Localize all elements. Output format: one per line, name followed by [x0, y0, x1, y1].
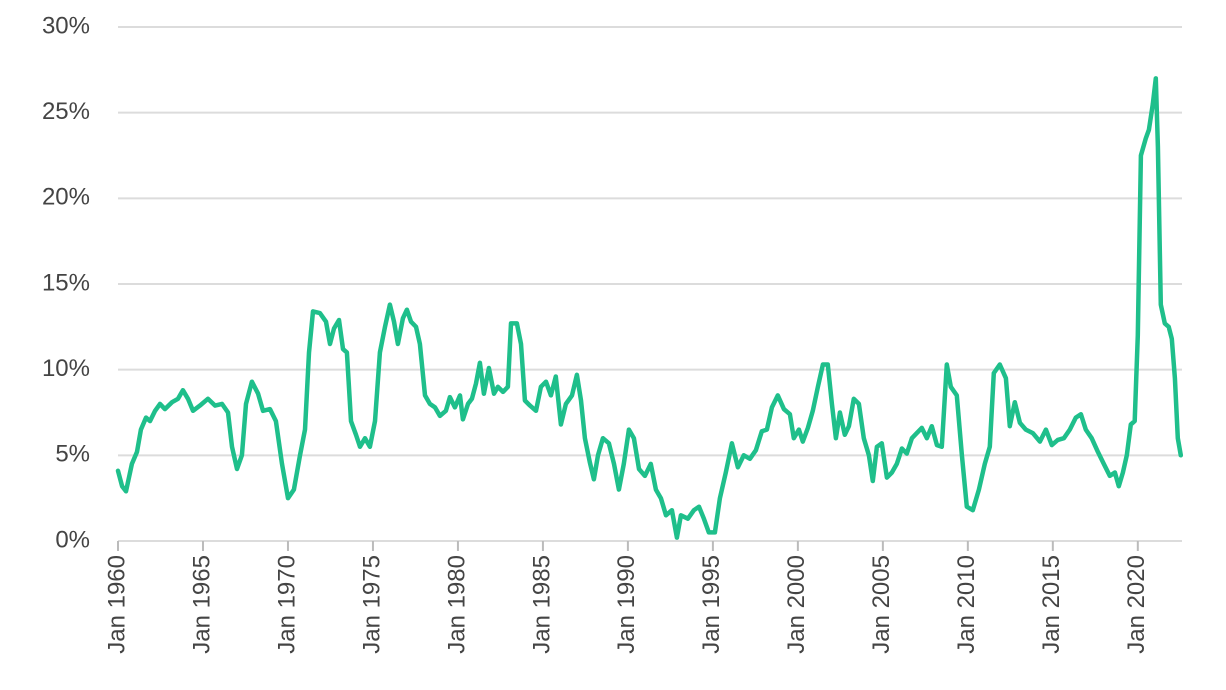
x-tick-label: Jan 1990 [613, 555, 640, 654]
x-tick-label: Jan 1965 [188, 555, 215, 654]
y-tick-label: 15% [42, 269, 90, 296]
x-tick-label: Jan 1960 [103, 555, 130, 654]
y-tick-label: 5% [55, 441, 90, 468]
x-tick-label: Jan 1995 [698, 555, 725, 654]
x-tick-label: Jan 1980 [443, 555, 470, 654]
x-tick-label: Jan 2000 [783, 555, 810, 654]
x-tick-label: Jan 1975 [358, 555, 385, 654]
x-tick-label: Jan 2020 [1123, 555, 1150, 654]
x-tick-label: Jan 2005 [868, 555, 895, 654]
y-tick-label: 20% [42, 184, 90, 211]
y-tick-label: 0% [55, 526, 90, 553]
data-line [115, 76, 1184, 540]
x-tick-label: Jan 2015 [1038, 555, 1065, 654]
y-tick-label: 10% [42, 355, 90, 382]
y-tick-label: 30% [42, 12, 90, 39]
x-tick-label: Jan 1985 [528, 555, 555, 654]
x-tick-label: Jan 2010 [953, 555, 980, 654]
x-tick-label: Jan 1970 [273, 555, 300, 654]
y-tick-label: 25% [42, 98, 90, 125]
